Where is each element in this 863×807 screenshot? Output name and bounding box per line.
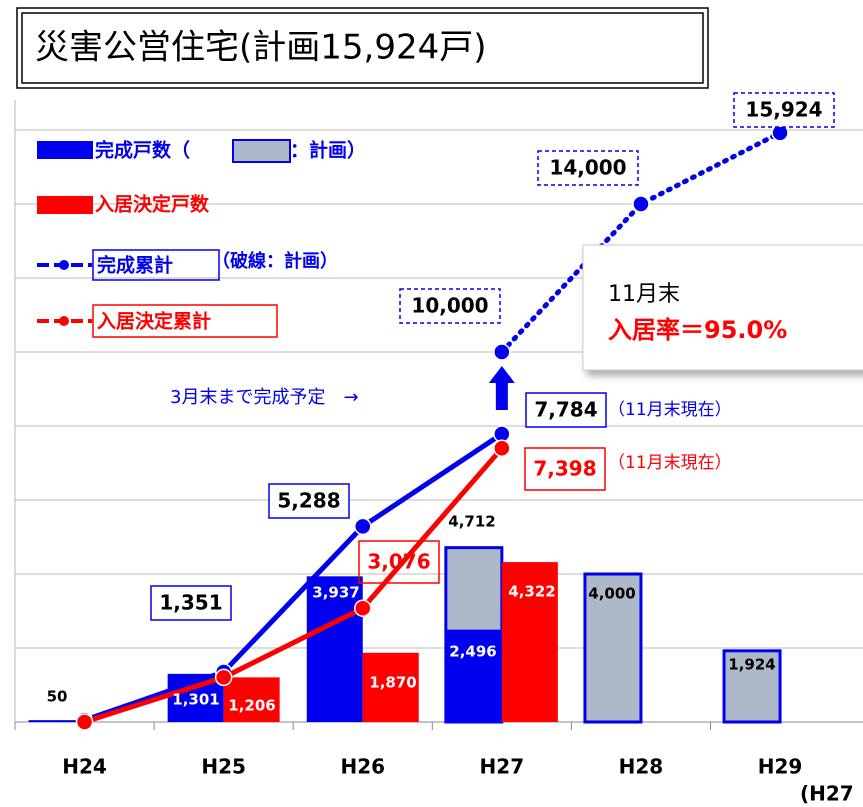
bar (223, 677, 280, 722)
value-label: 3,937 (312, 584, 359, 602)
footnote: (H27 (800, 782, 854, 806)
plan-bar (722, 649, 782, 724)
value-label-box (525, 392, 607, 428)
value-label-box (399, 288, 501, 324)
value-label: 4,322 (508, 583, 555, 601)
value-label: 1,351 (159, 591, 222, 615)
x-tick-label: H26 (340, 755, 385, 779)
line-point (632, 195, 650, 213)
arrow (488, 366, 515, 410)
legend-label: 入居決定戸数 (95, 193, 210, 216)
value-label: 1,301 (172, 691, 219, 709)
value-label: 7,784 (534, 398, 597, 422)
x-tick-label: H24 (62, 755, 107, 779)
callout-text: 入居率＝95.0% (608, 316, 787, 344)
plan-bar (583, 572, 643, 724)
x-tick-label: H27 (480, 755, 525, 779)
value-label: 4,712 (448, 513, 495, 531)
legend-swatch (59, 260, 69, 270)
value-label-box (358, 540, 440, 584)
x-tick-label: H25 (201, 755, 246, 779)
line-point (493, 343, 511, 361)
value-label: 15,924 (745, 98, 822, 122)
value-label: 1,924 (728, 656, 775, 674)
annotation: （11月末現在） (608, 400, 732, 420)
value-label: 50 (47, 688, 68, 706)
line-point (214, 668, 233, 687)
line (82, 445, 505, 725)
legend-label: （破線：計画） (212, 250, 338, 272)
x-tick-label: H29 (758, 755, 803, 779)
legend-label: ：計画） (290, 139, 366, 162)
bar (306, 576, 363, 722)
x-tick-label: H28 (619, 755, 664, 779)
legend-swatch (37, 196, 93, 214)
legend-swatch (232, 139, 291, 163)
value-label-box (537, 150, 639, 186)
title-box-inner (21, 12, 704, 84)
value-label-box (733, 92, 835, 128)
value-label: 1,870 (369, 674, 416, 692)
legend-label: 完成戸数（ (95, 139, 190, 162)
value-label-box (524, 447, 606, 491)
chart-title: 災害公営住宅(計画15,924戸) (35, 28, 487, 68)
value-label: 5,288 (277, 489, 340, 513)
title-box (16, 7, 709, 89)
callout-box (582, 244, 863, 371)
line-point (354, 599, 372, 617)
line-point (75, 713, 94, 731)
bar (28, 720, 85, 723)
line-point (354, 517, 372, 536)
value-label: 1,206 (228, 697, 275, 715)
bar (501, 562, 558, 722)
plan-line (499, 130, 783, 355)
legend-label: 入居決定累計 (97, 310, 211, 333)
value-label-box (150, 585, 232, 621)
value-label: 3,076 (367, 550, 430, 574)
value-label: 14,000 (549, 156, 626, 180)
legend-label: 完成累計 (97, 254, 173, 277)
value-label-box (268, 483, 350, 519)
legend-swatch (59, 316, 69, 326)
legend-swatch (37, 141, 93, 159)
bar (445, 629, 502, 722)
legend-box (92, 249, 220, 281)
value-label: 7,398 (533, 457, 596, 481)
line-point (493, 439, 511, 458)
value-label: 2,496 (449, 643, 496, 661)
annotation: （11月末現在） (608, 453, 732, 473)
value-label: 4,000 (588, 585, 635, 603)
annotation: 3月末まで完成予定 → (170, 387, 359, 408)
value-label: 10,000 (411, 294, 488, 318)
callout-text: 11月末 (608, 282, 680, 307)
bar (362, 652, 419, 722)
legend-box (92, 304, 278, 338)
line (82, 431, 505, 723)
